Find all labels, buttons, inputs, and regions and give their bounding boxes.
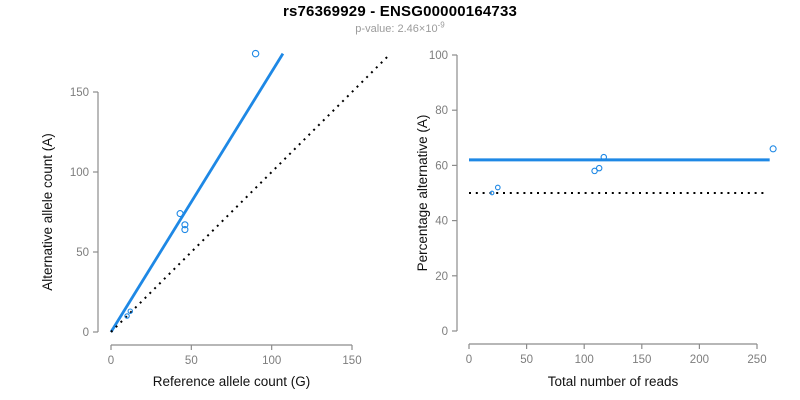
data-point <box>181 221 189 229</box>
y-axis-title: Alternative allele count (A) <box>40 133 55 291</box>
percentage-vs-reads-scatter: 0 50 100 150 200 250 0 20 40 60 80 100 Total number … <box>415 50 777 389</box>
y-tick-label: 150 <box>70 87 89 99</box>
p-value-exponent: -9 <box>437 20 445 30</box>
y-tick-label: 100 <box>429 50 448 62</box>
data-point <box>769 145 777 153</box>
allele-count-scatter: 0 50 100 150 0 50 100 150 Reference allele count… <box>40 49 389 389</box>
y-axis-title: Percentage alternative (A) <box>415 115 430 272</box>
data-point <box>489 190 495 196</box>
x-axis-title: Reference allele count (G) <box>153 374 311 389</box>
y-tick-label: 60 <box>435 160 448 172</box>
y-tick-label: 40 <box>435 216 448 228</box>
fit-line <box>109 52 285 333</box>
p-value-text: p-value: 2.46×10 <box>355 23 438 35</box>
x-tick-label: 50 <box>520 354 533 366</box>
data-point <box>124 313 130 319</box>
x-tick-label: 250 <box>747 354 766 366</box>
x-tick-label: 200 <box>690 354 709 366</box>
y-tick-label: 100 <box>70 167 89 179</box>
data-point <box>600 153 608 161</box>
data-point <box>591 167 598 175</box>
x-tick-label: 100 <box>262 355 281 367</box>
x-tick-label: 0 <box>108 355 114 367</box>
p-value-subtitle: p-value: 2.46×10-9 <box>0 20 800 35</box>
data-point <box>127 308 134 314</box>
data-point <box>176 210 184 218</box>
data-point <box>251 49 260 58</box>
y-tick-label: 20 <box>435 271 448 283</box>
y-tick-label: 0 <box>83 327 89 339</box>
x-tick-label: 150 <box>342 355 361 367</box>
data-point <box>181 226 189 234</box>
y-tick-label: 80 <box>435 105 448 117</box>
x-tick-label: 100 <box>575 354 594 366</box>
identity-line <box>110 56 389 333</box>
y-tick-label: 0 <box>442 326 448 338</box>
y-tick-label: 50 <box>76 247 89 259</box>
x-tick-label: 150 <box>632 354 651 366</box>
x-axis-title: Total number of reads <box>548 374 679 389</box>
data-point <box>595 164 603 172</box>
x-tick-label: 50 <box>185 355 198 367</box>
data-point <box>494 184 501 191</box>
x-tick-label: 0 <box>466 354 472 366</box>
page-title: rs76369929 - ENSG00000164733 <box>282 3 518 20</box>
